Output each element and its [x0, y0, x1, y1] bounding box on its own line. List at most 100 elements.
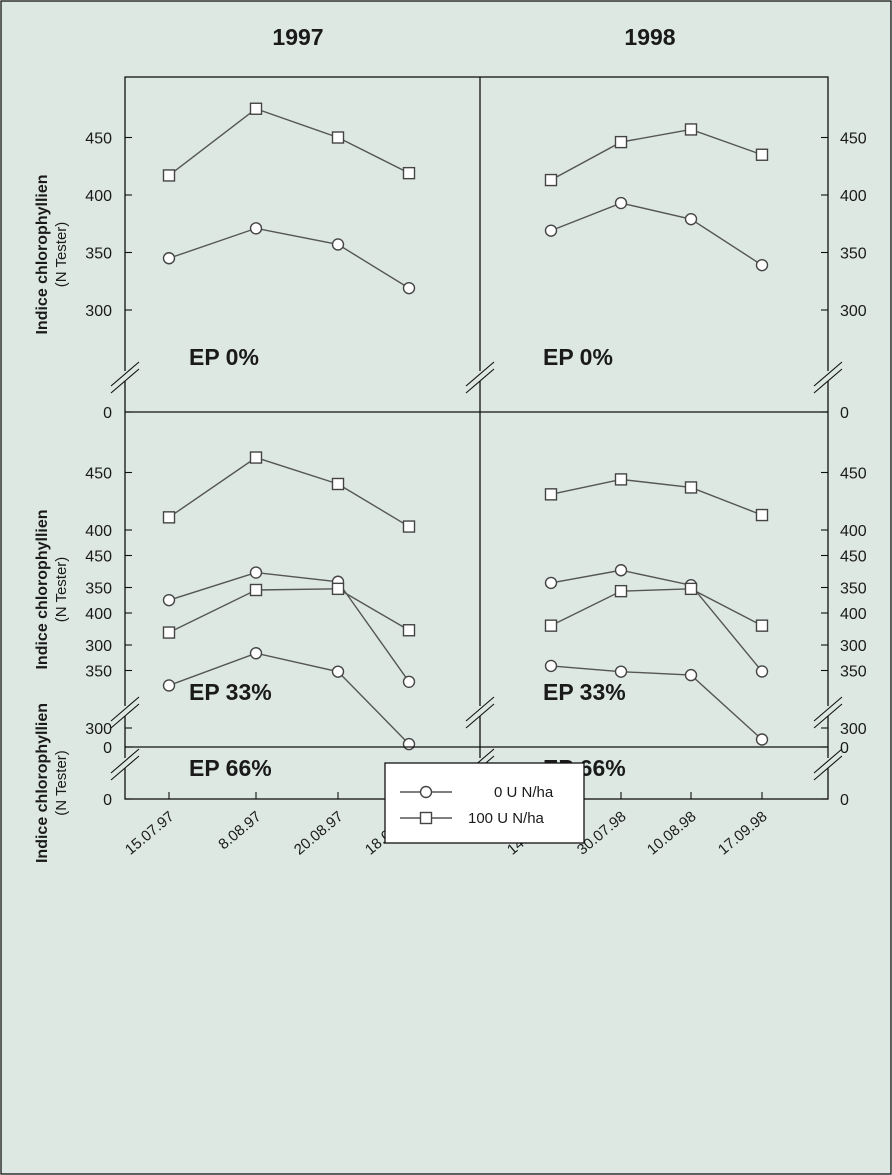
marker-circle-p1-1 [614, 196, 628, 210]
axis-break-gap-r0-0 [118, 371, 132, 381]
y-tick-label-right-r2-0: 0 [840, 792, 849, 809]
marker-circle-p5-0 [544, 659, 558, 673]
y-tick-label-right-r0-350: 350 [840, 246, 867, 263]
axis-break-mark-a-r1-2 [813, 696, 843, 722]
marker-circle-p1-0 [544, 224, 558, 237]
axis-break-mark-a-r0-0 [110, 361, 140, 387]
marker-square-p0-2 [331, 131, 345, 144]
y-tick-label-left-r2-350: 350 [85, 664, 112, 681]
marker-square-p3-3 [755, 508, 769, 522]
axis-break-mark-a-r2-0 [110, 748, 140, 774]
marker-circle-p0-0 [162, 252, 176, 265]
legend-marker-circle [419, 785, 433, 799]
marker-circle-p2-3 [402, 675, 416, 688]
series-line-p4-s1 [168, 588, 410, 634]
y-tick-label-left-r2-300: 300 [85, 721, 112, 738]
axis-break-mark-a-r1-0 [110, 696, 140, 722]
y-axis-sublabel-row-0: (N Tester) [53, 222, 70, 288]
marker-square-p0-1 [249, 102, 263, 115]
axis-break-gap-r1-1 [473, 706, 487, 716]
axis-break-mark-b-r0-2 [813, 368, 843, 394]
y-tick-label-right-r2-350: 350 [840, 664, 867, 681]
y-tick-label-right-r1-400: 400 [840, 523, 867, 540]
y-tick-label-left-r0-0: 0 [103, 405, 112, 422]
y-axis-label-row-2: Indice chlorophyllien [34, 703, 51, 863]
marker-circle-p3-3 [755, 665, 769, 678]
marker-square-p3-0 [544, 488, 558, 501]
marker-square-p5-2 [684, 582, 698, 596]
y-tick-label-right-r1-300: 300 [840, 638, 867, 655]
marker-circle-p0-2 [331, 238, 345, 251]
marker-square-p1-0 [544, 173, 558, 187]
marker-square-p5-1 [614, 584, 628, 598]
y-tick-label-left-r2-450: 450 [85, 549, 112, 566]
axis-break-gap-r1-0 [118, 706, 132, 716]
marker-square-p3-1 [614, 473, 628, 486]
y-tick-label-right-r0-300: 300 [840, 303, 867, 320]
y-tick-label-left-r1-450: 450 [85, 466, 112, 483]
marker-circle-p4-3 [402, 737, 416, 751]
axis-break-gap-r0-1 [473, 371, 487, 381]
axis-break-mark-b-r1-0 [110, 703, 140, 729]
chart-panels: EP 0%EP 0%EP 33%EP 33%EP 66%EP 66% [162, 102, 769, 781]
marker-square-p2-0 [162, 511, 176, 524]
series-line-p0-s1 [168, 107, 410, 177]
axis-break-mark-a-r1-1 [465, 696, 495, 722]
axis-break-mark-a-r2-2 [813, 748, 843, 774]
marker-square-p5-3 [755, 619, 769, 632]
y-tick-label-right-r1-0: 0 [840, 740, 849, 757]
panel-label-4: EP 66% [189, 755, 272, 781]
year-title-1997: 1997 [272, 24, 323, 50]
series-line-p5-s1 [550, 588, 763, 627]
series-line-p5-s0 [550, 665, 763, 741]
marker-circle-p3-1 [614, 564, 628, 577]
y-axis-sublabel-row-1: (N Tester) [53, 557, 70, 623]
axis-break-mark-a-r0-1 [465, 361, 495, 387]
axis-break-gap-r0-2 [821, 371, 835, 381]
y-tick-label-left-r1-300: 300 [85, 638, 112, 655]
axis-break-mark-a-r0-2 [813, 361, 843, 387]
marker-square-p0-3 [402, 166, 416, 180]
marker-square-p1-2 [684, 123, 698, 136]
y-tick-label-right-r1-450: 450 [840, 466, 867, 483]
y-tick-label-left-r1-400: 400 [85, 523, 112, 540]
marker-circle-p5-2 [684, 668, 698, 682]
y-tick-label-right-r2-400: 400 [840, 606, 867, 623]
series-line-p1-s0 [550, 202, 763, 266]
series-line-p3-s0 [550, 569, 763, 672]
marker-circle-p4-0 [162, 679, 176, 692]
y-axis-label-row-0: Indice chlorophyllien [34, 174, 51, 334]
y-tick-label-right-r0-450: 450 [840, 131, 867, 148]
marker-circle-p1-2 [684, 212, 698, 226]
marker-square-p5-0 [544, 619, 558, 632]
axis-break-mark-b-r1-1 [465, 703, 495, 729]
marker-circle-p3-0 [544, 576, 558, 590]
axis-break-mark-b-r2-2 [813, 755, 843, 781]
axis-break-gap-r2-2 [821, 758, 835, 768]
y-tick-label-left-r0-300: 300 [85, 303, 112, 320]
marker-square-p1-1 [614, 135, 628, 149]
marker-square-p0-0 [162, 169, 176, 182]
axis-break-mark-b-r0-1 [465, 368, 495, 394]
year-titles: 1997 1998 [272, 24, 675, 50]
series-line-p4-s0 [168, 652, 410, 745]
legend-marker-square [419, 811, 433, 825]
legend-label-1: 100 U N/ha [468, 810, 545, 827]
marker-square-p4-3 [402, 624, 416, 637]
marker-circle-p1-3 [755, 258, 769, 272]
y-tick-label-left-r0-400: 400 [85, 188, 112, 205]
axis-break-mark-b-r2-0 [110, 755, 140, 781]
legend: 0 U N/ha 100 U N/ha [384, 762, 585, 844]
marker-square-p2-3 [402, 520, 416, 533]
panel-label-2: EP 33% [189, 679, 272, 705]
y-tick-label-left-r2-0: 0 [103, 792, 112, 809]
series-line-p2-s1 [168, 456, 410, 528]
y-tick-label-right-r1-350: 350 [840, 581, 867, 598]
marker-square-p2-1 [249, 451, 263, 464]
legend-label-0: 0 U N/ha [494, 784, 554, 801]
series-line-p3-s1 [550, 478, 763, 516]
y-tick-label-left-r0-450: 450 [85, 131, 112, 148]
y-axis-ticks: 0 0 300 300 350 350 400 400 450 450 0 0 300 300 350 350… [85, 131, 867, 810]
